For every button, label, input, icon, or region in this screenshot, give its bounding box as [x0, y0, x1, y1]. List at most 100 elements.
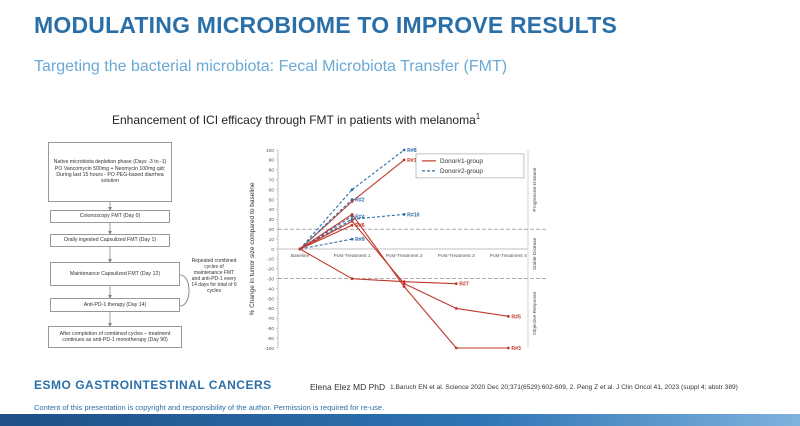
series-segment-r5 [299, 220, 353, 250]
caption-superscript: 1 [475, 112, 481, 121]
x-tick-label: Baseline [291, 253, 310, 259]
data-point-r5 [454, 307, 458, 310]
flow-step-depletion: Native microbiota depletion phase (Days … [48, 142, 172, 202]
series-label: R#8 [407, 148, 417, 154]
series-label: R#4 [355, 214, 365, 220]
series-segment-r8 [351, 149, 405, 191]
zone-label: Stable Disease [532, 237, 538, 270]
zone-label: Progressive Disease [532, 167, 538, 211]
series-segment-r9 [299, 238, 353, 250]
data-point-r3 [454, 346, 458, 350]
series-segment-r7 [352, 278, 405, 283]
series-segment-r5 [403, 283, 457, 309]
series-segment-r3 [299, 213, 353, 250]
data-point-r7 [454, 282, 458, 286]
flow-step-anti-pd1: Anti-PD-1 therapy (Day 14) [50, 298, 180, 312]
y-tick-label: -10 [267, 257, 274, 263]
references: 1.Baruch EN et al. Science 2020 Dec 20;3… [390, 384, 738, 391]
data-point-r1 [402, 158, 406, 162]
series-segment-r2 [299, 199, 353, 250]
data-point-r5 [402, 282, 406, 286]
series-label: R#2 [355, 198, 365, 204]
data-point-r10 [402, 212, 406, 216]
flowchart-arrows [108, 202, 190, 327]
data-point-r3 [298, 247, 302, 251]
tumor-response-chart: 1009080706050403020100-10-20-30-40-50-60… [249, 148, 546, 352]
y-tick-label: -80 [267, 326, 274, 332]
caption-text: Enhancement of ICI efficacy through FMT … [112, 113, 476, 127]
esmo-logo: ESMO GASTROINTESTINAL CANCERS [34, 378, 272, 392]
series-label: R#9 [355, 237, 365, 243]
figure-caption: Enhancement of ICI efficacy through FMT … [112, 112, 480, 127]
data-point-r7 [350, 277, 354, 281]
flow-step-maintenance: Maintenance Capsulized FMT (Day 12) [50, 262, 180, 286]
y-tick-label: -100 [264, 346, 274, 352]
data-point-r3 [506, 346, 510, 350]
y-axis-label: % Change in tumor size compared to basel… [249, 182, 256, 315]
series-segment-r3 [403, 286, 457, 349]
data-point-r2 [350, 198, 354, 201]
data-point-r6 [350, 223, 354, 227]
y-tick-label: 70 [269, 178, 275, 184]
zone-label: Objective Response [532, 292, 538, 335]
data-point-r9 [350, 237, 354, 241]
data-point-r10 [350, 217, 354, 221]
flow-step-oral-capsule: Orally ingested Capsulized FMT (Day 1) [50, 234, 170, 247]
series-segment-r8 [299, 189, 353, 250]
series-segment-r3 [351, 214, 405, 287]
logo-text: GASTROINTESTINAL CANCERS [75, 378, 272, 392]
series-label: R#5 [511, 314, 521, 320]
y-tick-label: 90 [269, 158, 275, 164]
treatment-flowchart: Native microbiota depletion phase (Days … [40, 140, 240, 360]
series-segment-r7 [404, 281, 457, 285]
legend-box [415, 153, 525, 179]
data-point-r5 [350, 219, 354, 223]
y-tick-label: -40 [267, 286, 274, 292]
x-tick-label: Post-Treatment 2 [386, 253, 423, 259]
y-tick-label: 80 [269, 168, 275, 174]
footer-bar [0, 414, 800, 426]
data-point-r3 [402, 285, 406, 289]
series-label: R#3 [511, 346, 521, 352]
data-point-r5 [506, 314, 510, 318]
series-segment-r5 [456, 307, 509, 317]
x-tick-label: Post-Treatment 3 [438, 253, 475, 259]
x-tick-label: Post-Treatment 1 [334, 253, 371, 259]
y-tick-label: -70 [267, 316, 274, 322]
y-tick-label: -50 [267, 296, 274, 302]
y-tick-label: 50 [269, 197, 275, 203]
y-tick-label: 10 [269, 237, 275, 243]
data-point-r3 [350, 212, 354, 216]
series-label: R#10 [407, 212, 420, 218]
slide-title: MODULATING MICROBIOME TO IMPROVE RESULTS [34, 12, 617, 38]
y-tick-label: -60 [267, 306, 274, 312]
y-tick-label: 100 [266, 148, 274, 154]
data-point-r8 [350, 188, 354, 191]
legend-label: Donor#2-group [440, 168, 483, 175]
series-segment-r6 [299, 224, 353, 250]
flow-repeat-note: Repeated combined cycles of maintenance … [191, 258, 237, 294]
y-tick-label: 60 [269, 187, 275, 193]
y-tick-label: 0 [271, 247, 274, 253]
copyright-notice: Content of this presentation is copyrigh… [34, 403, 385, 412]
series-segment-r7 [299, 248, 353, 280]
series-segment-r1 [351, 159, 405, 202]
data-point-r8 [402, 148, 406, 152]
logo-prefix: ESMO [34, 378, 72, 392]
series-label: R#6 [355, 223, 365, 229]
series-label: R#1 [407, 158, 417, 164]
y-tick-label: -20 [267, 267, 274, 273]
y-tick-label: -90 [267, 336, 274, 342]
slide-subtitle: Targeting the bacterial microbiota: Feca… [34, 58, 508, 75]
legend-label: Donor#1-group [440, 158, 483, 165]
presenter-name: Elena Elez MD PhD [310, 382, 386, 392]
flow-step-colonoscopy: Colonoscopy FMT (Day 0) [50, 210, 170, 223]
y-tick-label: 20 [269, 227, 275, 233]
flow-step-monotherapy: After completion of combined cycles – tr… [48, 326, 182, 348]
series-segment-r5 [351, 220, 405, 285]
x-tick-label: Post-Treatment 4 [490, 253, 527, 259]
series-label: R#7 [459, 282, 469, 288]
y-tick-label: -30 [267, 277, 274, 283]
y-tick-label: 40 [269, 207, 275, 213]
y-tick-label: 30 [269, 217, 275, 223]
